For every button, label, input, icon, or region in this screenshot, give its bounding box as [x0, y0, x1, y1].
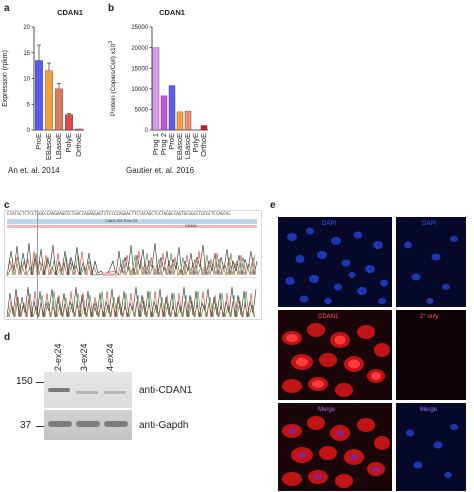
blot-band: [48, 421, 72, 427]
if-dapi-secondary-image: DAPI: [396, 217, 466, 307]
anti-gapdh-label: anti-Gapdh: [139, 420, 189, 431]
panel-c-letter: c: [4, 200, 10, 211]
chromatogram: [6, 242, 258, 318]
x-tick-label: PolyE: [64, 133, 73, 153]
if-merge-secondary-image: Merge: [396, 403, 466, 491]
panel-a-title: CDAN1: [57, 8, 83, 17]
x-tick-label: Prog 1: [151, 133, 160, 155]
bar: [45, 70, 53, 131]
dapi-nuclei: [404, 236, 458, 304]
panel-a-letter: a: [4, 3, 10, 14]
blot-band: [76, 391, 98, 394]
panel-b-title: CDAN1: [159, 8, 185, 17]
panel-d-letter: d: [4, 332, 11, 343]
y-tick-label: 20000: [131, 46, 148, 52]
x-tick-label: EBasoE: [44, 133, 53, 160]
bar: [55, 88, 63, 131]
exon-track-bar: [7, 219, 257, 224]
if-label-cdan1: CDAN1: [318, 314, 339, 320]
x-tick-label: PolyE: [191, 133, 200, 153]
panel-b-letter: b: [108, 3, 115, 14]
y-axis-label: Expression (rpkm): [2, 50, 9, 107]
blot-band: [48, 388, 70, 392]
if-label-dapi: DAPI: [422, 221, 437, 227]
x-tick-label: LBasoE: [183, 133, 192, 159]
blot-band: [104, 391, 126, 394]
marker-tick: [36, 426, 44, 427]
x-tick-label: OrthoE: [74, 133, 83, 157]
y-axis-label: Protein (Copies/Cell) x103: [108, 41, 117, 116]
panel-a-caption: An et. al. 2014: [8, 166, 60, 175]
marker-37: 37: [20, 420, 32, 431]
y-tick-label: 5: [27, 102, 31, 108]
marker-150: 150: [16, 376, 33, 387]
y-tick-label: 25000: [131, 25, 148, 31]
marker-tick: [36, 382, 44, 383]
sanger-trace-panel: CCATGCTCTCCTGGCCCAGGAAGCCCTGACCAGAGGAGTC…: [4, 210, 262, 320]
x-tick-label: Prog 2: [159, 133, 168, 155]
merge-cells: [282, 416, 390, 488]
x-tick-label: OrthoE: [199, 133, 208, 157]
panel-a-bar-chart: 0 5 10 15 20 ProE EBasoE LBasoE PolyE OrthoE Expre…: [2, 25, 84, 160]
lane-label: K3-ex24: [79, 343, 89, 377]
exon-track-label: Cdan1-001 Exon 24: [105, 218, 137, 223]
panel-e-letter: e: [270, 200, 276, 211]
blot-cdan1: [44, 372, 132, 408]
bar: [152, 47, 160, 131]
if-cdan1-image: CDAN1: [278, 310, 392, 400]
bar: [168, 85, 176, 131]
y-tick-label: 15: [23, 51, 30, 57]
bar: [176, 111, 184, 131]
x-tick-label: ProE: [167, 133, 176, 150]
bar: [184, 110, 192, 131]
if-label-merge: Merge: [420, 407, 438, 413]
x-tick-label: LBasoE: [54, 133, 63, 159]
gene-track-label: CDAN1: [185, 224, 198, 228]
if-label-secondary-only: 2° only: [420, 314, 439, 320]
if-secondary-only-image: 2° only: [396, 310, 466, 400]
y-tick-label: 15000: [131, 66, 148, 72]
if-merge-image: Merge: [278, 403, 392, 491]
bar: [35, 60, 43, 131]
bar: [75, 128, 83, 131]
blot-band: [104, 421, 128, 427]
if-label-dapi: DAPI: [322, 221, 337, 227]
lane-labels: K2-ex24 K3-ex24 K4-ex24: [52, 342, 142, 377]
y-tick-label: 20: [23, 25, 30, 31]
y-tick-label: 0: [145, 128, 149, 134]
gene-track-bar: [7, 225, 257, 228]
blot-band: [76, 421, 100, 427]
lane-label: K2-ex24: [53, 343, 63, 377]
panel-b-caption: Gautier et. al. 2016: [126, 166, 195, 175]
blot-gapdh: [44, 410, 132, 440]
y-tick-label: 10: [23, 77, 30, 83]
y-tick-label: 10000: [131, 87, 148, 93]
x-tick-label: ProE: [34, 133, 43, 150]
bar: [160, 95, 168, 131]
dna-sequence: CCATGCTCTCCTGGCCCAGGAAGCCCTGACCAGAGGAGTC…: [7, 212, 231, 217]
bar: [65, 114, 73, 131]
anti-cdan1-label: anti-CDAN1: [139, 385, 193, 396]
y-tick-label: 5000: [135, 108, 149, 114]
dapi-nuclei: [285, 227, 388, 304]
lane-label: K4-ex24: [105, 343, 115, 377]
x-tick-label: EBasoE: [175, 133, 184, 160]
merge-nuclei: [406, 424, 458, 478]
if-dapi-cdan1-image: DAPI: [278, 217, 392, 307]
y-tick-label: 0: [27, 128, 31, 134]
if-label-merge: Merge: [318, 407, 336, 413]
cdan1-cells: [282, 323, 390, 397]
bar: [200, 125, 208, 131]
